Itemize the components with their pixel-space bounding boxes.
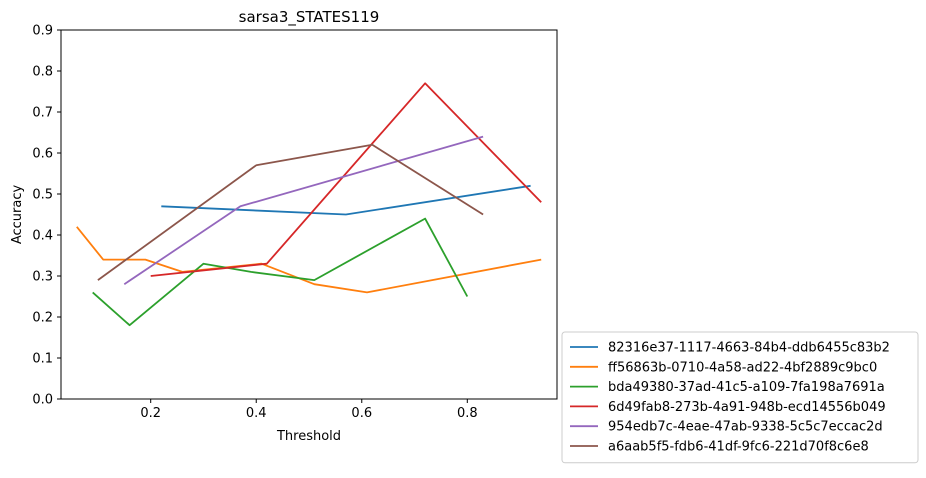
y-tick-label: 0.9	[32, 24, 53, 39]
y-tick-label: 0.8	[32, 65, 53, 80]
y-axis-label: Accuracy	[10, 185, 25, 245]
legend-label: 82316e37-1117-4663-84b4-ddb6455c83b2	[608, 341, 890, 356]
x-axis-label: Threshold	[276, 429, 341, 444]
legend-label: bda49380-37ad-41c5-a109-7fa198a7691a	[608, 380, 885, 395]
x-tick-label: 0.6	[351, 406, 372, 421]
y-tick-label: 0.5	[32, 188, 53, 203]
series-line-4	[150, 82, 542, 277]
y-tick-label: 0.1	[32, 352, 53, 367]
series-line-6	[97, 143, 484, 281]
legend-label: a6aab5f5-fdb6-41df-9fc6-221d70f8c6e8	[608, 440, 869, 455]
plot-lines	[76, 82, 542, 327]
y-axis: 0.0 0.1 0.2 0.3 0.4 0.5 0.6 0.7 0.8 0.9	[32, 24, 61, 408]
series-line-3	[92, 217, 469, 327]
legend-label: 6d49fab8-273b-4a91-948b-ecd14556b049	[608, 400, 886, 415]
y-tick-label: 0.4	[32, 229, 53, 244]
series-line-2	[76, 226, 542, 294]
legend-label: ff56863b-0710-4a58-ad22-4bf2889c9bc0	[608, 360, 877, 375]
y-tick-label: 0.6	[32, 147, 53, 162]
series-line-5	[123, 135, 484, 285]
plot-frame	[60, 29, 558, 400]
series-line-1	[161, 184, 531, 216]
x-axis: 0.2 0.4 0.6 0.8	[140, 399, 478, 421]
y-tick-label: 0.3	[32, 270, 53, 285]
x-tick-label: 0.2	[140, 406, 161, 421]
legend-box	[561, 331, 919, 464]
chart-title: sarsa3_STATES119	[239, 8, 380, 27]
y-tick-label: 0.7	[32, 106, 53, 121]
y-tick-label: 0.2	[32, 311, 53, 326]
legend: 82316e37-1117-4663-84b4-ddb6455c83b2 ff56…	[561, 331, 919, 464]
x-tick-label: 0.4	[246, 406, 267, 421]
x-tick-label: 0.8	[457, 406, 478, 421]
y-tick-label: 0.0	[32, 393, 53, 408]
legend-label: 954edb7c-4eae-47ab-9338-5c5c7eccac2d	[608, 420, 883, 435]
